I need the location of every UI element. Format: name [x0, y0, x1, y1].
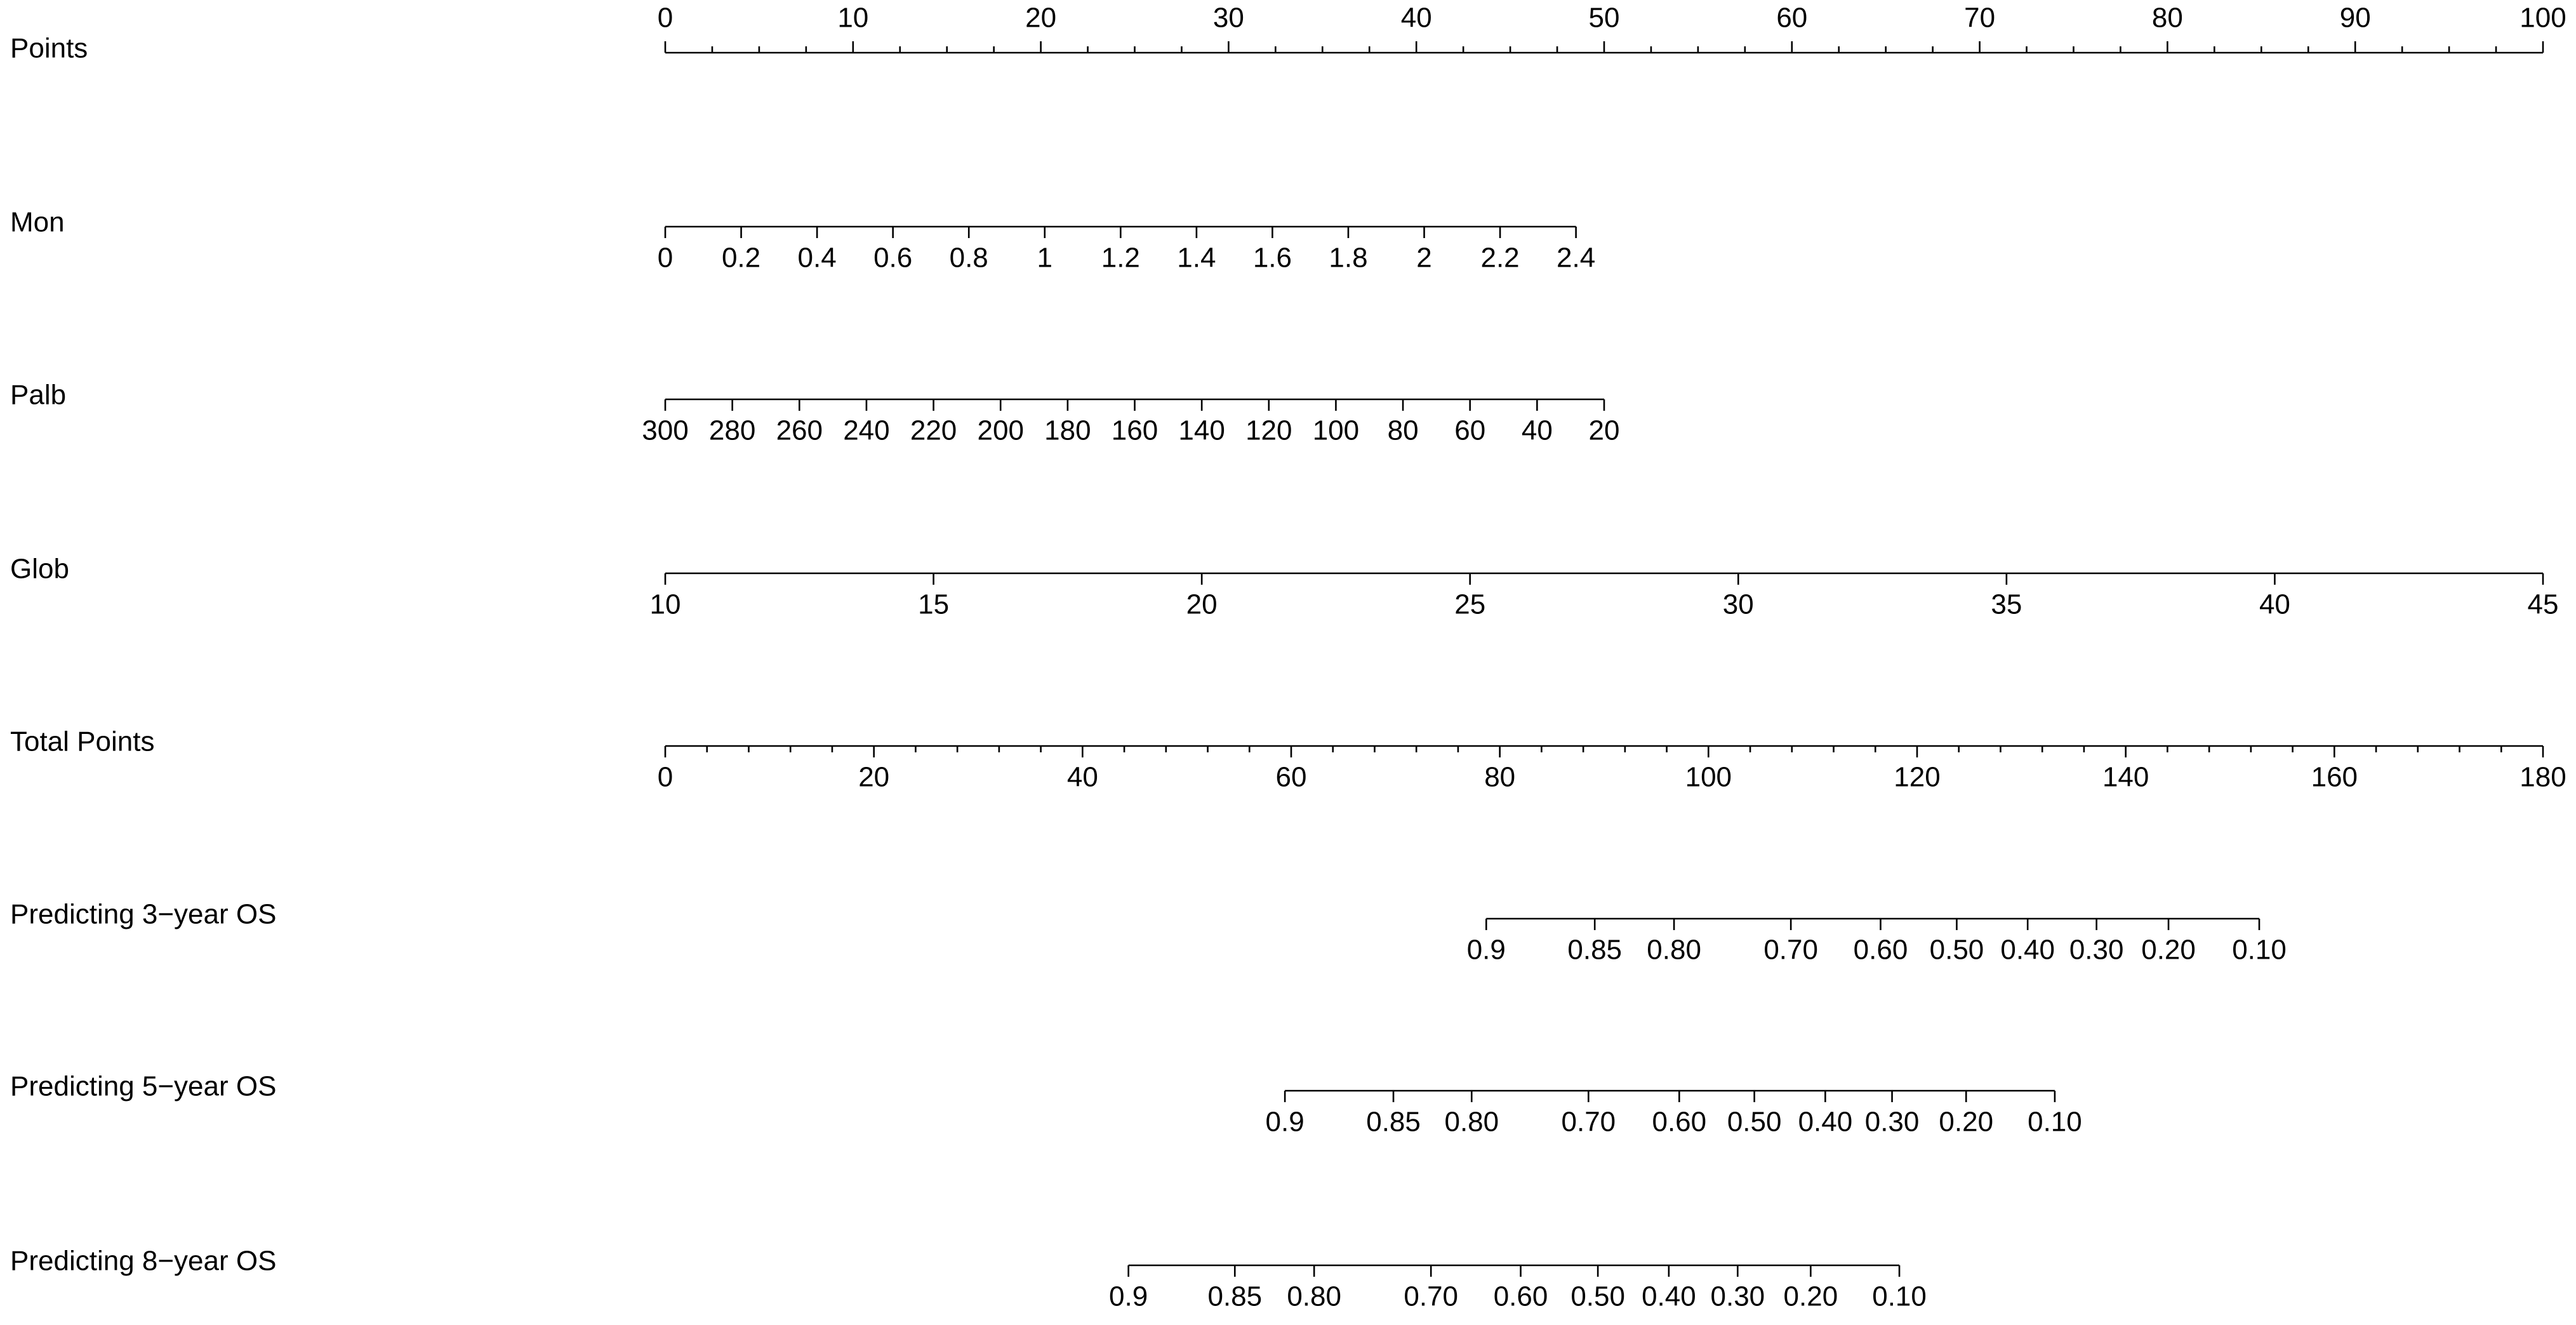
- tick-label: 0.70: [1404, 1281, 1458, 1312]
- tick-label: 260: [776, 415, 823, 446]
- tick-label: 0.9: [1467, 935, 1506, 966]
- tick-label: 30: [1213, 3, 1244, 34]
- tick-label: 0.85: [1567, 935, 1622, 966]
- tick-label: 0.40: [2000, 935, 2055, 966]
- tick-label: 100: [1313, 415, 1359, 446]
- tick-label: 1.6: [1253, 243, 1292, 274]
- tick-label: 10: [650, 589, 681, 620]
- tick-label: 60: [1776, 3, 1807, 34]
- tick-label: 0.80: [1647, 935, 1701, 966]
- tick-label: 0.50: [1930, 935, 1984, 966]
- tick-label: 60: [1454, 415, 1485, 446]
- tick-label: 0.30: [1865, 1107, 1920, 1138]
- tick-label: 20: [1025, 3, 1056, 34]
- tick-label: 80: [1388, 415, 1419, 446]
- tick-label: 40: [2259, 589, 2290, 620]
- tick-label: 1.2: [1101, 243, 1140, 274]
- tick-label: 60: [1276, 762, 1307, 793]
- tick-label: 45: [2528, 589, 2559, 620]
- row-label: Mon: [10, 207, 65, 238]
- row-label: Palb: [10, 380, 66, 411]
- tick-label: 0.10: [1872, 1281, 1927, 1312]
- tick-label: 0.30: [1711, 1281, 1765, 1312]
- tick-label: 20: [858, 762, 889, 793]
- tick-label: 0.2: [722, 243, 760, 274]
- tick-label: 2: [1416, 243, 1431, 274]
- tick-label: 0.20: [1939, 1107, 1993, 1138]
- tick-label: 0.70: [1562, 1107, 1616, 1138]
- tick-label: 1.4: [1177, 243, 1216, 274]
- tick-label: 140: [1178, 415, 1225, 446]
- tick-label: 280: [709, 415, 755, 446]
- tick-label: 0.10: [2232, 935, 2287, 966]
- tick-label: 0.50: [1570, 1281, 1625, 1312]
- tick-label: 40: [1522, 415, 1553, 446]
- tick-label: 0.30: [2069, 935, 2124, 966]
- tick-label: 140: [2102, 762, 2149, 793]
- tick-label: 300: [642, 415, 688, 446]
- tick-label: 0.80: [1444, 1107, 1499, 1138]
- tick-label: 15: [918, 589, 949, 620]
- row-label: Predicting 5−year OS: [10, 1071, 276, 1102]
- tick-label: 40: [1401, 3, 1432, 34]
- tick-label: 0.8: [950, 243, 988, 274]
- tick-label: 90: [2340, 3, 2371, 34]
- row-label: Predicting 3−year OS: [10, 899, 276, 930]
- tick-label: 0.9: [1266, 1107, 1305, 1138]
- tick-label: 0: [658, 243, 673, 274]
- tick-label: 80: [1484, 762, 1515, 793]
- tick-label: 240: [843, 415, 889, 446]
- tick-label: 0.80: [1287, 1281, 1341, 1312]
- tick-label: 200: [978, 415, 1024, 446]
- tick-label: 1.8: [1329, 243, 1367, 274]
- tick-label: 0.60: [1652, 1107, 1706, 1138]
- tick-label: 100: [1685, 762, 1732, 793]
- tick-label: 0.6: [873, 243, 912, 274]
- tick-label: 0.40: [1798, 1107, 1853, 1138]
- tick-label: 25: [1454, 589, 1485, 620]
- tick-label: 160: [2311, 762, 2358, 793]
- tick-label: 0.60: [1494, 1281, 1548, 1312]
- tick-label: 0: [658, 3, 673, 34]
- tick-label: 0.20: [2141, 935, 2196, 966]
- tick-label: 120: [1245, 415, 1292, 446]
- row-label: Points: [10, 33, 88, 64]
- tick-label: 2.4: [1557, 243, 1595, 274]
- tick-label: 10: [837, 3, 868, 34]
- tick-label: 2.2: [1480, 243, 1519, 274]
- tick-label: 160: [1112, 415, 1158, 446]
- tick-label: 35: [1991, 589, 2022, 620]
- tick-label: 120: [1894, 762, 1940, 793]
- tick-label: 0.4: [798, 243, 837, 274]
- tick-label: 220: [910, 415, 957, 446]
- tick-label: 0.40: [1642, 1281, 1696, 1312]
- tick-label: 0.9: [1109, 1281, 1148, 1312]
- tick-label: 80: [2152, 3, 2183, 34]
- tick-label: 0.70: [1763, 935, 1818, 966]
- tick-label: 50: [1589, 3, 1620, 34]
- row-label: Glob: [10, 554, 69, 585]
- tick-label: 30: [1723, 589, 1754, 620]
- tick-label: 0.60: [1854, 935, 1908, 966]
- tick-label: 40: [1067, 762, 1098, 793]
- tick-label: 70: [1964, 3, 1995, 34]
- tick-label: 1: [1037, 243, 1052, 274]
- tick-label: 180: [1044, 415, 1091, 446]
- row-label: Total Points: [10, 726, 154, 757]
- tick-label: 0: [658, 762, 673, 793]
- tick-label: 20: [1589, 415, 1620, 446]
- tick-label: 0.85: [1366, 1107, 1421, 1138]
- tick-label: 180: [2520, 762, 2566, 793]
- tick-label: 20: [1186, 589, 1218, 620]
- row-label: Predicting 8−year OS: [10, 1246, 276, 1277]
- tick-label: 0.50: [1727, 1107, 1782, 1138]
- tick-label: 0.85: [1207, 1281, 1262, 1312]
- tick-label: 0.20: [1784, 1281, 1838, 1312]
- tick-label: 100: [2520, 3, 2566, 34]
- tick-label: 0.10: [2028, 1107, 2082, 1138]
